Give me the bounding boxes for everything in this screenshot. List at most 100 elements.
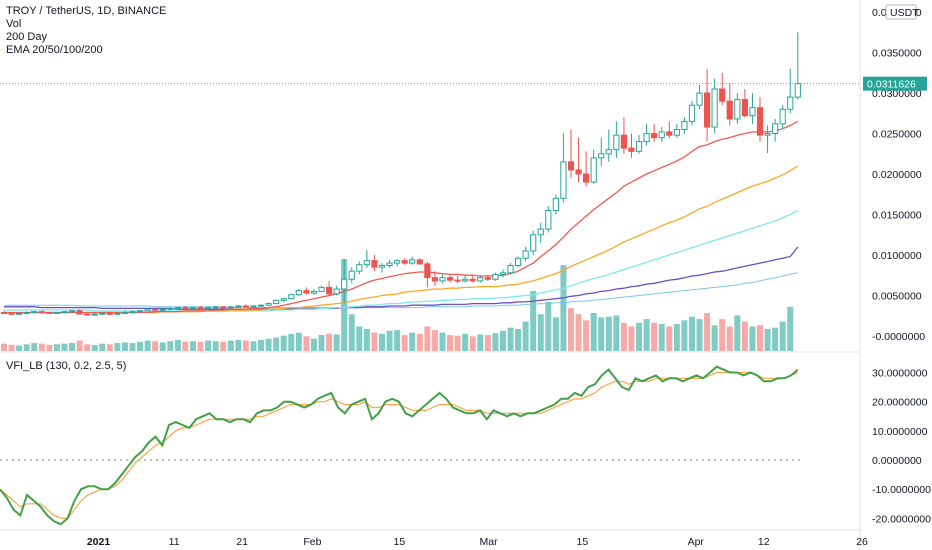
candle-body (61, 311, 68, 314)
price-pane[interactable] (0, 32, 801, 351)
volume-bar (628, 326, 635, 351)
candle-body (658, 131, 665, 139)
candle-body (257, 304, 265, 307)
volume-bar (220, 341, 227, 351)
candle-body (514, 257, 522, 267)
volume-bar (454, 335, 461, 351)
candle-body (454, 279, 461, 282)
time-axis-tick-label: 26 (856, 536, 868, 548)
candle-body (333, 288, 340, 295)
candle-body (205, 307, 212, 310)
currency-badge (885, 4, 917, 20)
volume-bar (61, 343, 68, 351)
candle-body (348, 270, 355, 280)
volume-bar (530, 290, 537, 351)
vfi-axis-tick-label: 30.0000000 (872, 368, 928, 380)
candle-body (144, 308, 151, 312)
candle-body (764, 133, 771, 136)
volume-bar (537, 314, 544, 351)
candle-body (696, 92, 703, 106)
volume-bar (341, 259, 348, 351)
volume-bar (318, 335, 325, 351)
volume-bar (749, 326, 756, 351)
volume-bar (250, 341, 257, 351)
candle-body (567, 161, 575, 171)
vfi-indicator-label[interactable]: VFI_LB (130, 0.2, 2.5, 5) (6, 360, 127, 372)
volume-bar (114, 343, 121, 351)
vfi-pane[interactable] (0, 365, 800, 526)
ema200-line (4, 246, 799, 310)
candle-body (666, 131, 673, 136)
candle-body (31, 311, 38, 314)
candle-body (273, 299, 280, 305)
candle-body (378, 265, 386, 268)
candle-body (492, 273, 499, 280)
time-axis-tick-label: 15 (394, 536, 406, 548)
volume-bar (522, 321, 529, 351)
candle-body (530, 234, 537, 252)
time-axis-tick-label: Apr (688, 536, 705, 548)
volume-bar (333, 334, 340, 351)
sma-indicator-label[interactable]: 200 Day (6, 31, 47, 43)
volume-bar (658, 324, 665, 351)
vfi-signal-line (0, 371, 799, 519)
volume-bar (764, 328, 771, 351)
volume-bar (38, 343, 45, 351)
candle-body (787, 96, 794, 110)
candle-body (189, 307, 197, 310)
volume-bar (469, 336, 476, 351)
volume-bar (99, 343, 106, 351)
candle-body (613, 134, 620, 151)
candle-body (23, 311, 30, 314)
last-price-label: 0.0311626 (867, 79, 916, 91)
volume-bar (462, 333, 469, 351)
volume-bar (84, 344, 91, 351)
volume-bar (386, 330, 393, 351)
candle-body (446, 277, 454, 281)
vfi-axis-tick-label: 0.0000000 (872, 455, 922, 467)
candle-body (462, 278, 469, 282)
candle-body (363, 260, 370, 266)
candle-body (575, 169, 582, 175)
candle-body (288, 294, 295, 300)
volume-bar (182, 341, 189, 351)
volume-bar (719, 319, 726, 351)
candle-body (76, 310, 83, 315)
volume-bar (197, 341, 204, 351)
candle-body (552, 197, 559, 211)
volume-bar (711, 325, 718, 351)
candle-body (484, 277, 491, 280)
candle-body (598, 153, 605, 159)
volume-bar (590, 312, 597, 351)
volume-bar (69, 343, 76, 351)
volume-bar (76, 340, 83, 351)
volume-bar (144, 340, 151, 351)
symbol-title[interactable]: TROY / TetherUS, 1D, BINANCE (6, 5, 167, 17)
price-axis-tick-label: 0.0100000 (872, 250, 922, 262)
candle-body (235, 305, 242, 308)
candle-body (537, 228, 544, 236)
ema20-line (4, 120, 799, 314)
candle-body (756, 107, 764, 136)
volume-bar (167, 341, 174, 351)
volume-bar (288, 333, 295, 351)
candle-body (182, 307, 189, 310)
volume-bar (91, 344, 98, 351)
volume-bar (643, 319, 650, 351)
candle-body (703, 92, 711, 128)
candle-body (394, 260, 401, 264)
volume-bar (106, 344, 113, 351)
volume-bar (371, 332, 378, 351)
candle-body (242, 305, 250, 308)
volume-bar (190, 341, 196, 351)
candle-body (499, 272, 507, 275)
volume-bar (704, 312, 711, 351)
price-axis-tick-label: 0.0300000 (872, 88, 922, 100)
candle-body (673, 128, 680, 136)
volume-bar (16, 345, 23, 351)
volume-bar (560, 265, 567, 351)
ema-indicator-label[interactable]: EMA 20/50/100/200 (6, 44, 103, 56)
candle-body (726, 100, 733, 120)
volume-indicator-label[interactable]: Vol (6, 18, 22, 30)
